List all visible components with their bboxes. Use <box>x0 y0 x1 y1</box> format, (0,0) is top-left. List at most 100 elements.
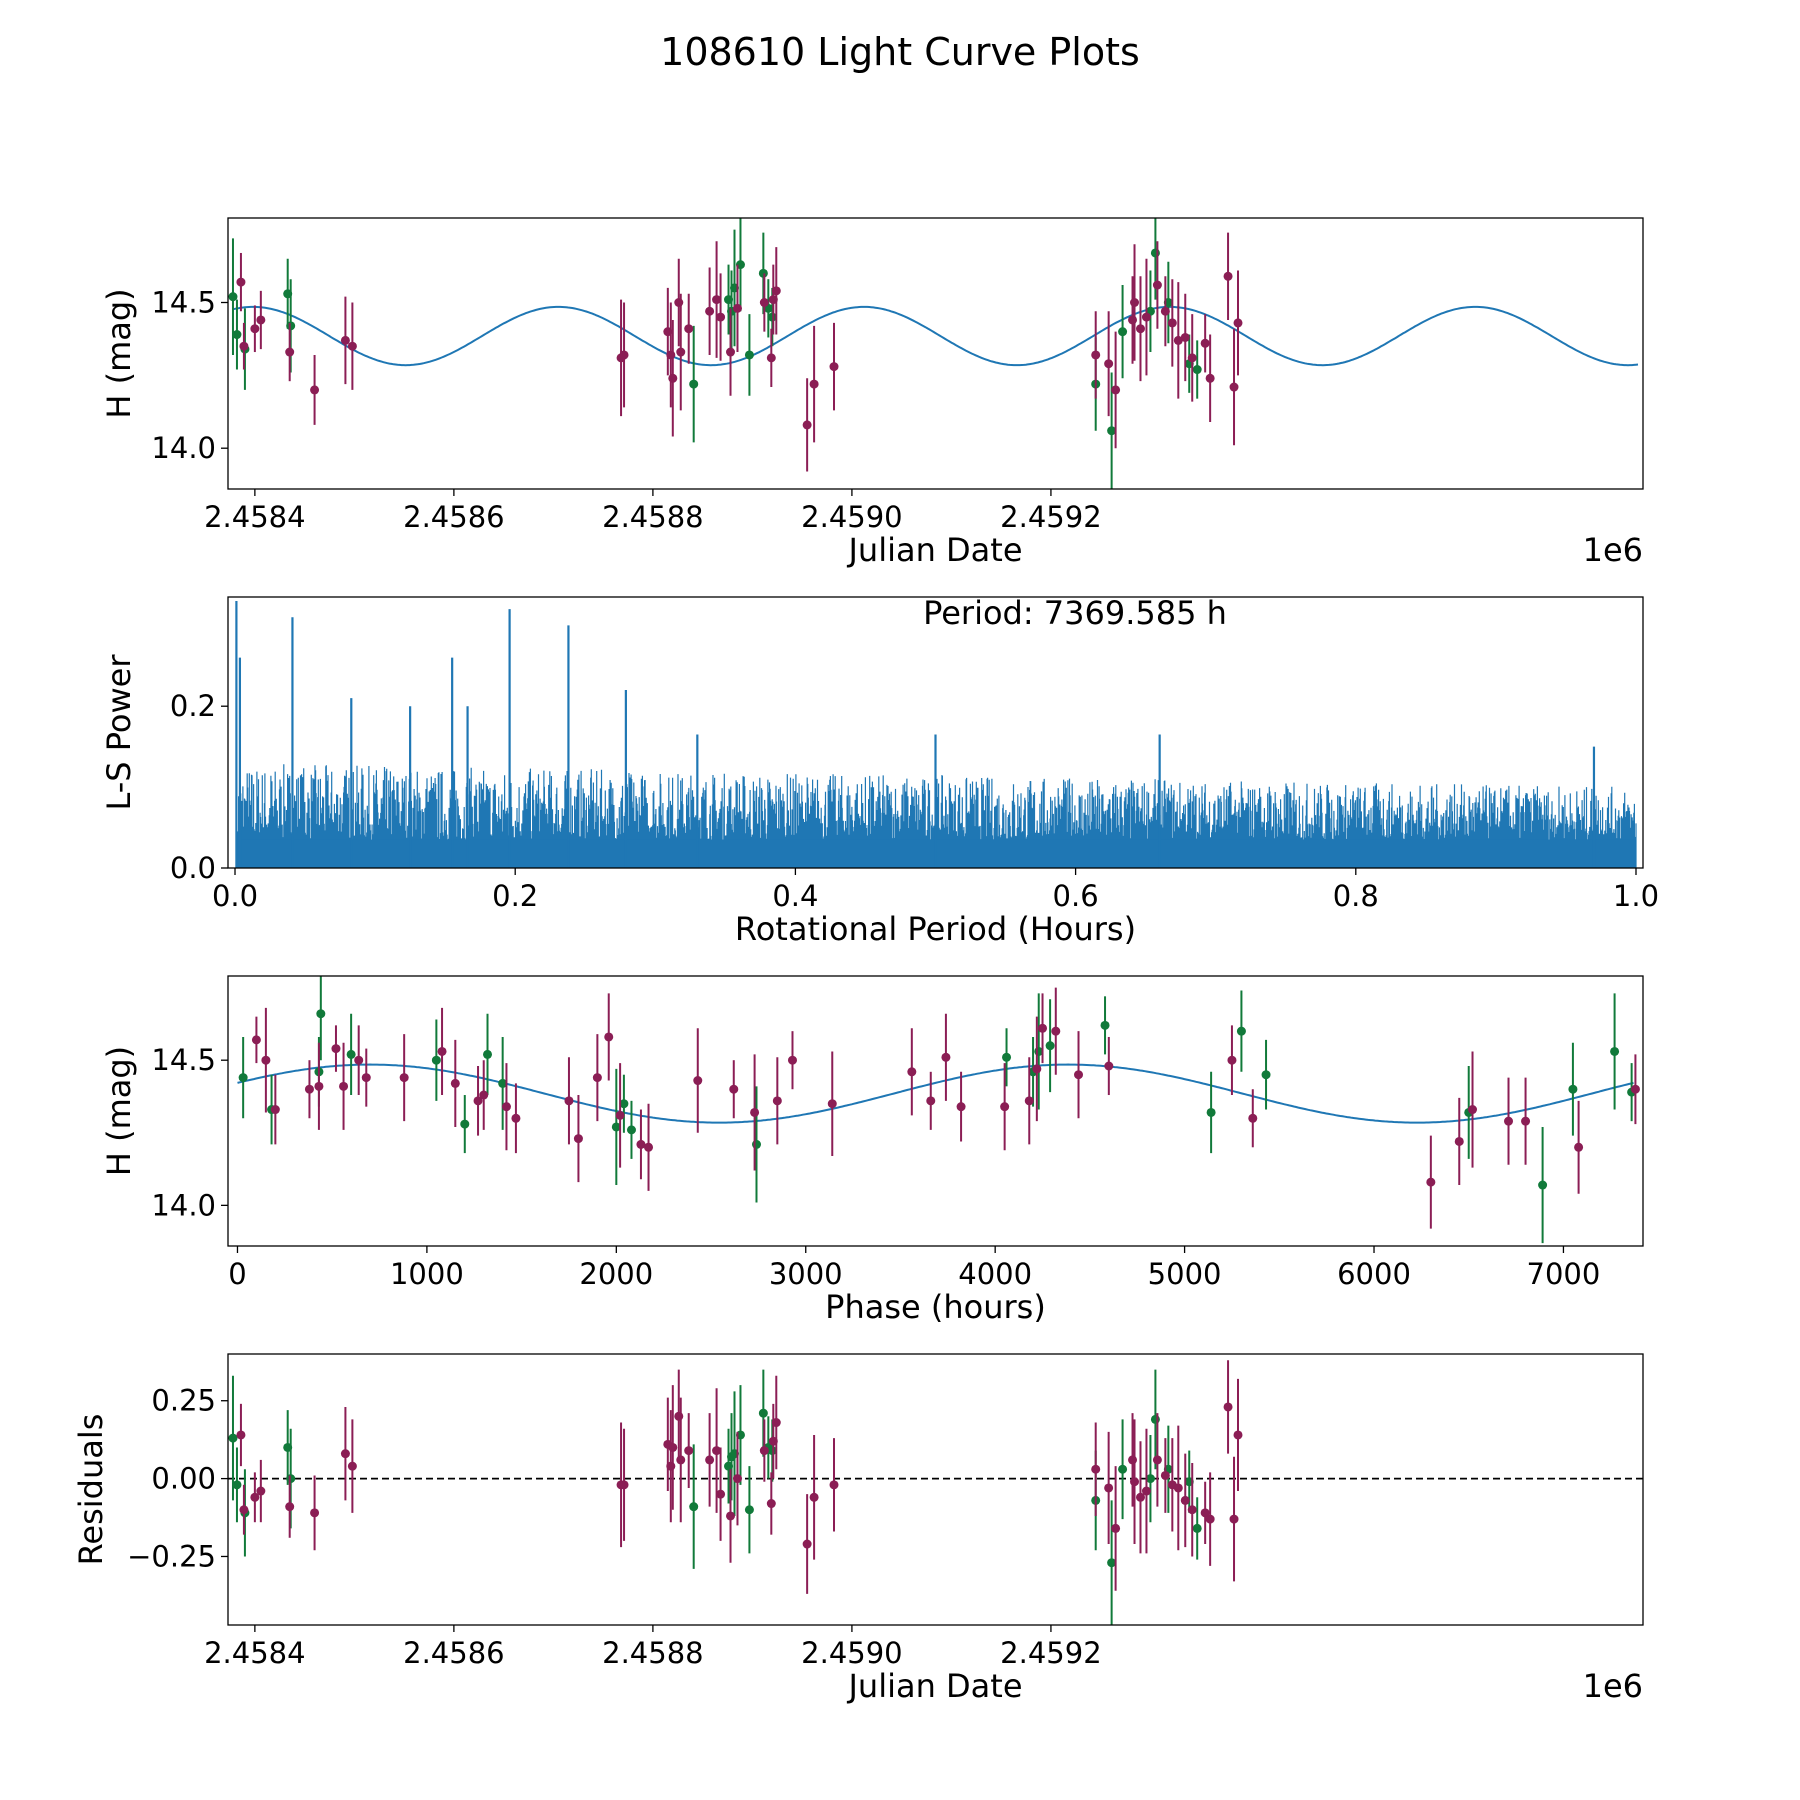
red-data-point <box>676 1455 686 1465</box>
red-data-point <box>1128 315 1138 325</box>
red-data-point <box>1152 280 1162 290</box>
red-data-point <box>1104 359 1114 369</box>
red-data-point <box>771 1418 781 1428</box>
periodogram-panel: Period: 7369.585 h 0.0 0.2 0.4 0.6 0.8 1.0 0.0 0… <box>100 594 1659 948</box>
x-tick-label: 1.0 <box>1613 879 1659 913</box>
x-tick-label: 2.4592 <box>1000 1636 1101 1670</box>
red-data-point <box>1187 1505 1197 1515</box>
x-tick-label: 6000 <box>1337 1257 1411 1291</box>
red-data-point <box>802 420 812 430</box>
green-data-point <box>1610 1046 1620 1056</box>
green-data-point <box>689 379 699 389</box>
green-data-point <box>232 330 242 340</box>
red-data-point <box>1173 335 1183 345</box>
red-data-point <box>907 1067 917 1077</box>
figure-title: 108610 Light Curve Plots <box>660 30 1140 74</box>
red-data-point <box>1167 318 1177 328</box>
red-data-point <box>1128 1455 1138 1465</box>
green-data-point <box>751 1139 761 1149</box>
red-data-point <box>304 1084 314 1094</box>
red-data-point <box>1104 1061 1114 1071</box>
x-tick-label: 2.4584 <box>204 500 305 534</box>
red-data-point <box>1173 1483 1183 1493</box>
green-data-point <box>1107 1558 1117 1568</box>
green-data-point <box>619 1099 629 1109</box>
x-tick-label: 2.4588 <box>602 1636 703 1670</box>
red-data-point <box>239 341 249 351</box>
red-data-point <box>310 1508 320 1518</box>
model-curve <box>232 305 1639 367</box>
green-data-point <box>1568 1084 1578 1094</box>
green-data-point <box>238 1073 248 1083</box>
y-tick-label: 0.25 <box>151 1384 216 1418</box>
red-data-point <box>666 350 676 360</box>
red-data-point <box>437 1046 447 1056</box>
red-data-point <box>716 1489 726 1499</box>
green-data-point <box>611 1122 621 1132</box>
data-points <box>228 218 1243 489</box>
red-data-point <box>1135 324 1145 334</box>
red-data-point <box>684 324 694 334</box>
y-tick-label: −0.25 <box>127 1539 216 1573</box>
red-data-point <box>1111 1523 1121 1533</box>
red-data-point <box>705 306 715 316</box>
x-tick-label: 2.4590 <box>801 1636 902 1670</box>
red-data-point <box>573 1134 583 1144</box>
red-data-point <box>802 1539 812 1549</box>
red-data-point <box>285 347 295 357</box>
red-data-point <box>1091 1464 1101 1474</box>
green-data-point <box>689 1502 699 1512</box>
red-data-point <box>501 1102 511 1112</box>
red-data-point <box>668 1442 678 1452</box>
red-data-point <box>340 335 350 345</box>
y-axis-label: H (mag) <box>100 1046 138 1176</box>
red-data-point <box>1130 1477 1140 1487</box>
red-data-point <box>712 295 722 305</box>
red-data-point <box>674 1411 684 1421</box>
green-data-point <box>1045 1041 1055 1051</box>
red-data-point <box>787 1055 797 1065</box>
red-data-point <box>450 1078 460 1088</box>
data-points <box>238 976 1640 1244</box>
red-data-point <box>1574 1142 1584 1152</box>
red-data-point <box>732 1474 742 1484</box>
x-tick-label: 2.4586 <box>403 500 504 534</box>
red-data-point <box>750 1107 760 1117</box>
green-data-point <box>1118 327 1128 337</box>
red-data-point <box>619 1480 629 1490</box>
x-tick-label: 2.4592 <box>1000 500 1101 534</box>
y-tick-label: 14.5 <box>151 1043 216 1077</box>
x-tick-label: 0 <box>228 1257 246 1291</box>
green-data-point <box>232 1480 242 1490</box>
red-data-point <box>1248 1113 1258 1123</box>
green-data-point <box>498 1078 508 1088</box>
red-data-point <box>250 1492 260 1502</box>
y-tick-label: 14.0 <box>151 1188 216 1222</box>
red-data-point <box>1200 1508 1210 1518</box>
red-data-point <box>693 1076 703 1086</box>
red-data-point <box>1229 382 1239 392</box>
plot-frame <box>227 217 1644 490</box>
red-data-point <box>1521 1116 1531 1126</box>
red-data-point <box>1205 373 1215 383</box>
x-axis-label: Julian Date <box>846 1667 1022 1705</box>
green-data-point <box>1538 1180 1548 1190</box>
red-data-point <box>926 1096 936 1106</box>
red-data-point <box>1180 1495 1190 1505</box>
data-points <box>228 1360 1243 1625</box>
y-axis-label: L-S Power <box>100 654 138 811</box>
green-data-point <box>744 1505 754 1515</box>
x-tick-label: 5000 <box>1148 1257 1222 1291</box>
red-data-point <box>1223 271 1233 281</box>
model-curve <box>237 1063 1634 1124</box>
red-data-point <box>331 1044 341 1054</box>
green-data-point <box>228 292 238 302</box>
red-data-point <box>1051 1026 1061 1036</box>
red-data-point <box>1130 298 1140 308</box>
residuals-panel: 2.4584 2.4586 2.4588 2.4590 2.4592 0.25 0.00 −0… <box>72 1353 1644 1705</box>
red-data-point <box>705 1455 715 1465</box>
red-data-point <box>615 1110 625 1120</box>
green-data-point <box>1145 1474 1155 1484</box>
red-data-point <box>809 379 819 389</box>
x-axis-label: Phase (hours) <box>825 1288 1046 1326</box>
